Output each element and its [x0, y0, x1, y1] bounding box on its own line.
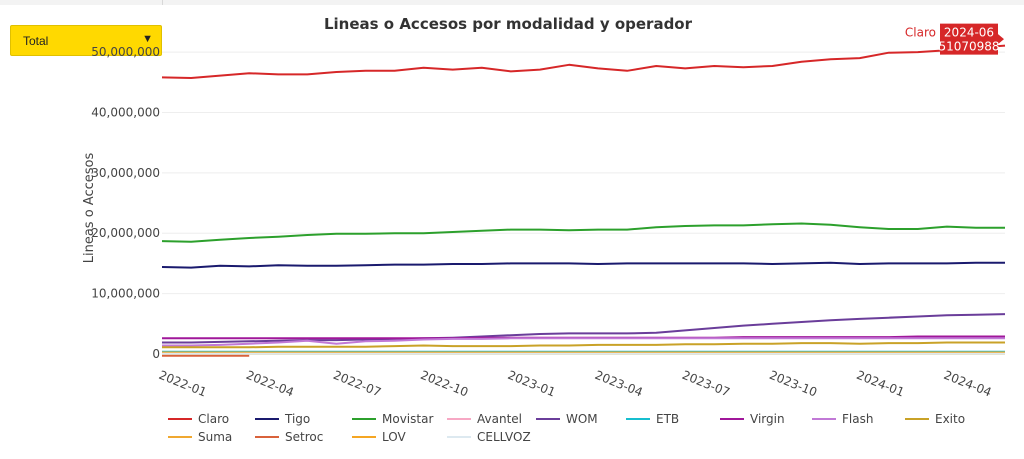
y-tick-label: 10,000,000: [91, 287, 160, 301]
legend-label: Tigo: [285, 412, 311, 426]
y-tick-label: 50,000,000: [91, 45, 160, 59]
legend-swatch: [812, 418, 836, 420]
x-tick-label: 2022-07: [331, 368, 383, 400]
tooltip-box: [940, 23, 1004, 55]
legend-swatch: [720, 418, 744, 420]
top-rule: [0, 0, 1024, 5]
legend-label: Flash: [842, 412, 874, 426]
tooltip-value: 51070988: [938, 40, 999, 54]
top-rule-divider: [162, 0, 163, 5]
total-filter-dropdown[interactable]: Total ▼: [10, 25, 162, 56]
legend-label: LOV: [382, 430, 406, 444]
legend-swatch: [168, 436, 192, 438]
legend-label: Avantel: [477, 412, 522, 426]
series-line-exito[interactable]: [162, 341, 1005, 349]
legend-swatch: [255, 436, 279, 438]
caret-down-icon: ▼: [142, 33, 153, 45]
legend-label: Suma: [198, 430, 233, 444]
legend-swatch: [905, 418, 929, 420]
line-chart: Lineas o Accesos por modalidad y operado…: [82, 15, 1006, 400]
legend-label: CELLVOZ: [477, 430, 531, 444]
x-tick-label: 2024-01: [855, 368, 907, 400]
tooltip-date: 2024-06: [944, 26, 994, 40]
x-tick-label: 2022-01: [157, 368, 209, 400]
series-line-movistar[interactable]: [161, 222, 1005, 243]
legend-swatch: [352, 418, 376, 420]
legend-label: WOM: [566, 412, 598, 426]
legend-label: ETB: [656, 412, 680, 426]
series-line-tigo[interactable]: [161, 261, 1005, 269]
y-axis-label: Lineas o Accesos: [82, 153, 97, 264]
legend-label: Setroc: [285, 430, 324, 444]
legend-swatch: [626, 418, 650, 420]
legend-swatch: [352, 436, 376, 438]
legend-label: Virgin: [750, 412, 785, 426]
y-tick-label: 0: [152, 347, 160, 361]
legend-swatch: [536, 418, 560, 420]
legend-swatch: [168, 418, 192, 420]
tooltip-series-name: Claro: [905, 26, 936, 40]
series-line-claro[interactable]: [161, 44, 1006, 79]
x-tick-label: 2024-04: [942, 368, 994, 400]
chart-title: Lineas o Accesos por modalidad y operado…: [324, 15, 693, 33]
y-tick-label: 20,000,000: [91, 226, 160, 240]
legend-label: Movistar: [382, 412, 434, 426]
dropdown-selected-value: Total: [23, 34, 49, 48]
legend-label: Claro: [198, 412, 230, 426]
legend-swatch: [447, 436, 471, 438]
y-tick-label: 40,000,000: [91, 105, 160, 119]
legend-label: Exito: [935, 412, 966, 426]
legend-swatch: [255, 418, 279, 420]
y-tick-label: 30,000,000: [91, 166, 160, 180]
series-line-flash[interactable]: [162, 337, 1005, 347]
x-tick-label: 2023-10: [767, 368, 819, 400]
x-tick-label: 2022-04: [244, 368, 296, 400]
legend-swatch: [447, 418, 471, 420]
x-tick-label: 2023-04: [593, 368, 645, 400]
x-tick-label: 2023-01: [506, 368, 558, 400]
x-tick-label: 2022-10: [418, 368, 470, 400]
x-tick-label: 2023-07: [680, 368, 732, 400]
